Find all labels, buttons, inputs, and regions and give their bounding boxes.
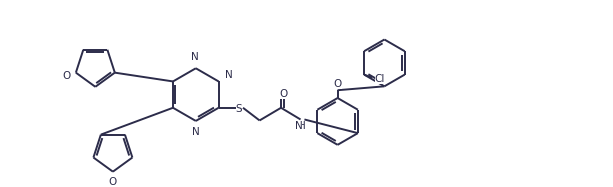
Text: N: N xyxy=(295,121,302,131)
Text: O: O xyxy=(333,79,341,89)
Text: Cl: Cl xyxy=(375,74,385,85)
Text: O: O xyxy=(280,89,288,99)
Text: N: N xyxy=(192,128,200,137)
Text: O: O xyxy=(109,177,117,187)
Text: H: H xyxy=(298,121,305,131)
Text: S: S xyxy=(236,104,242,114)
Text: N: N xyxy=(225,70,232,80)
Text: O: O xyxy=(62,71,70,81)
Text: N: N xyxy=(191,52,199,62)
